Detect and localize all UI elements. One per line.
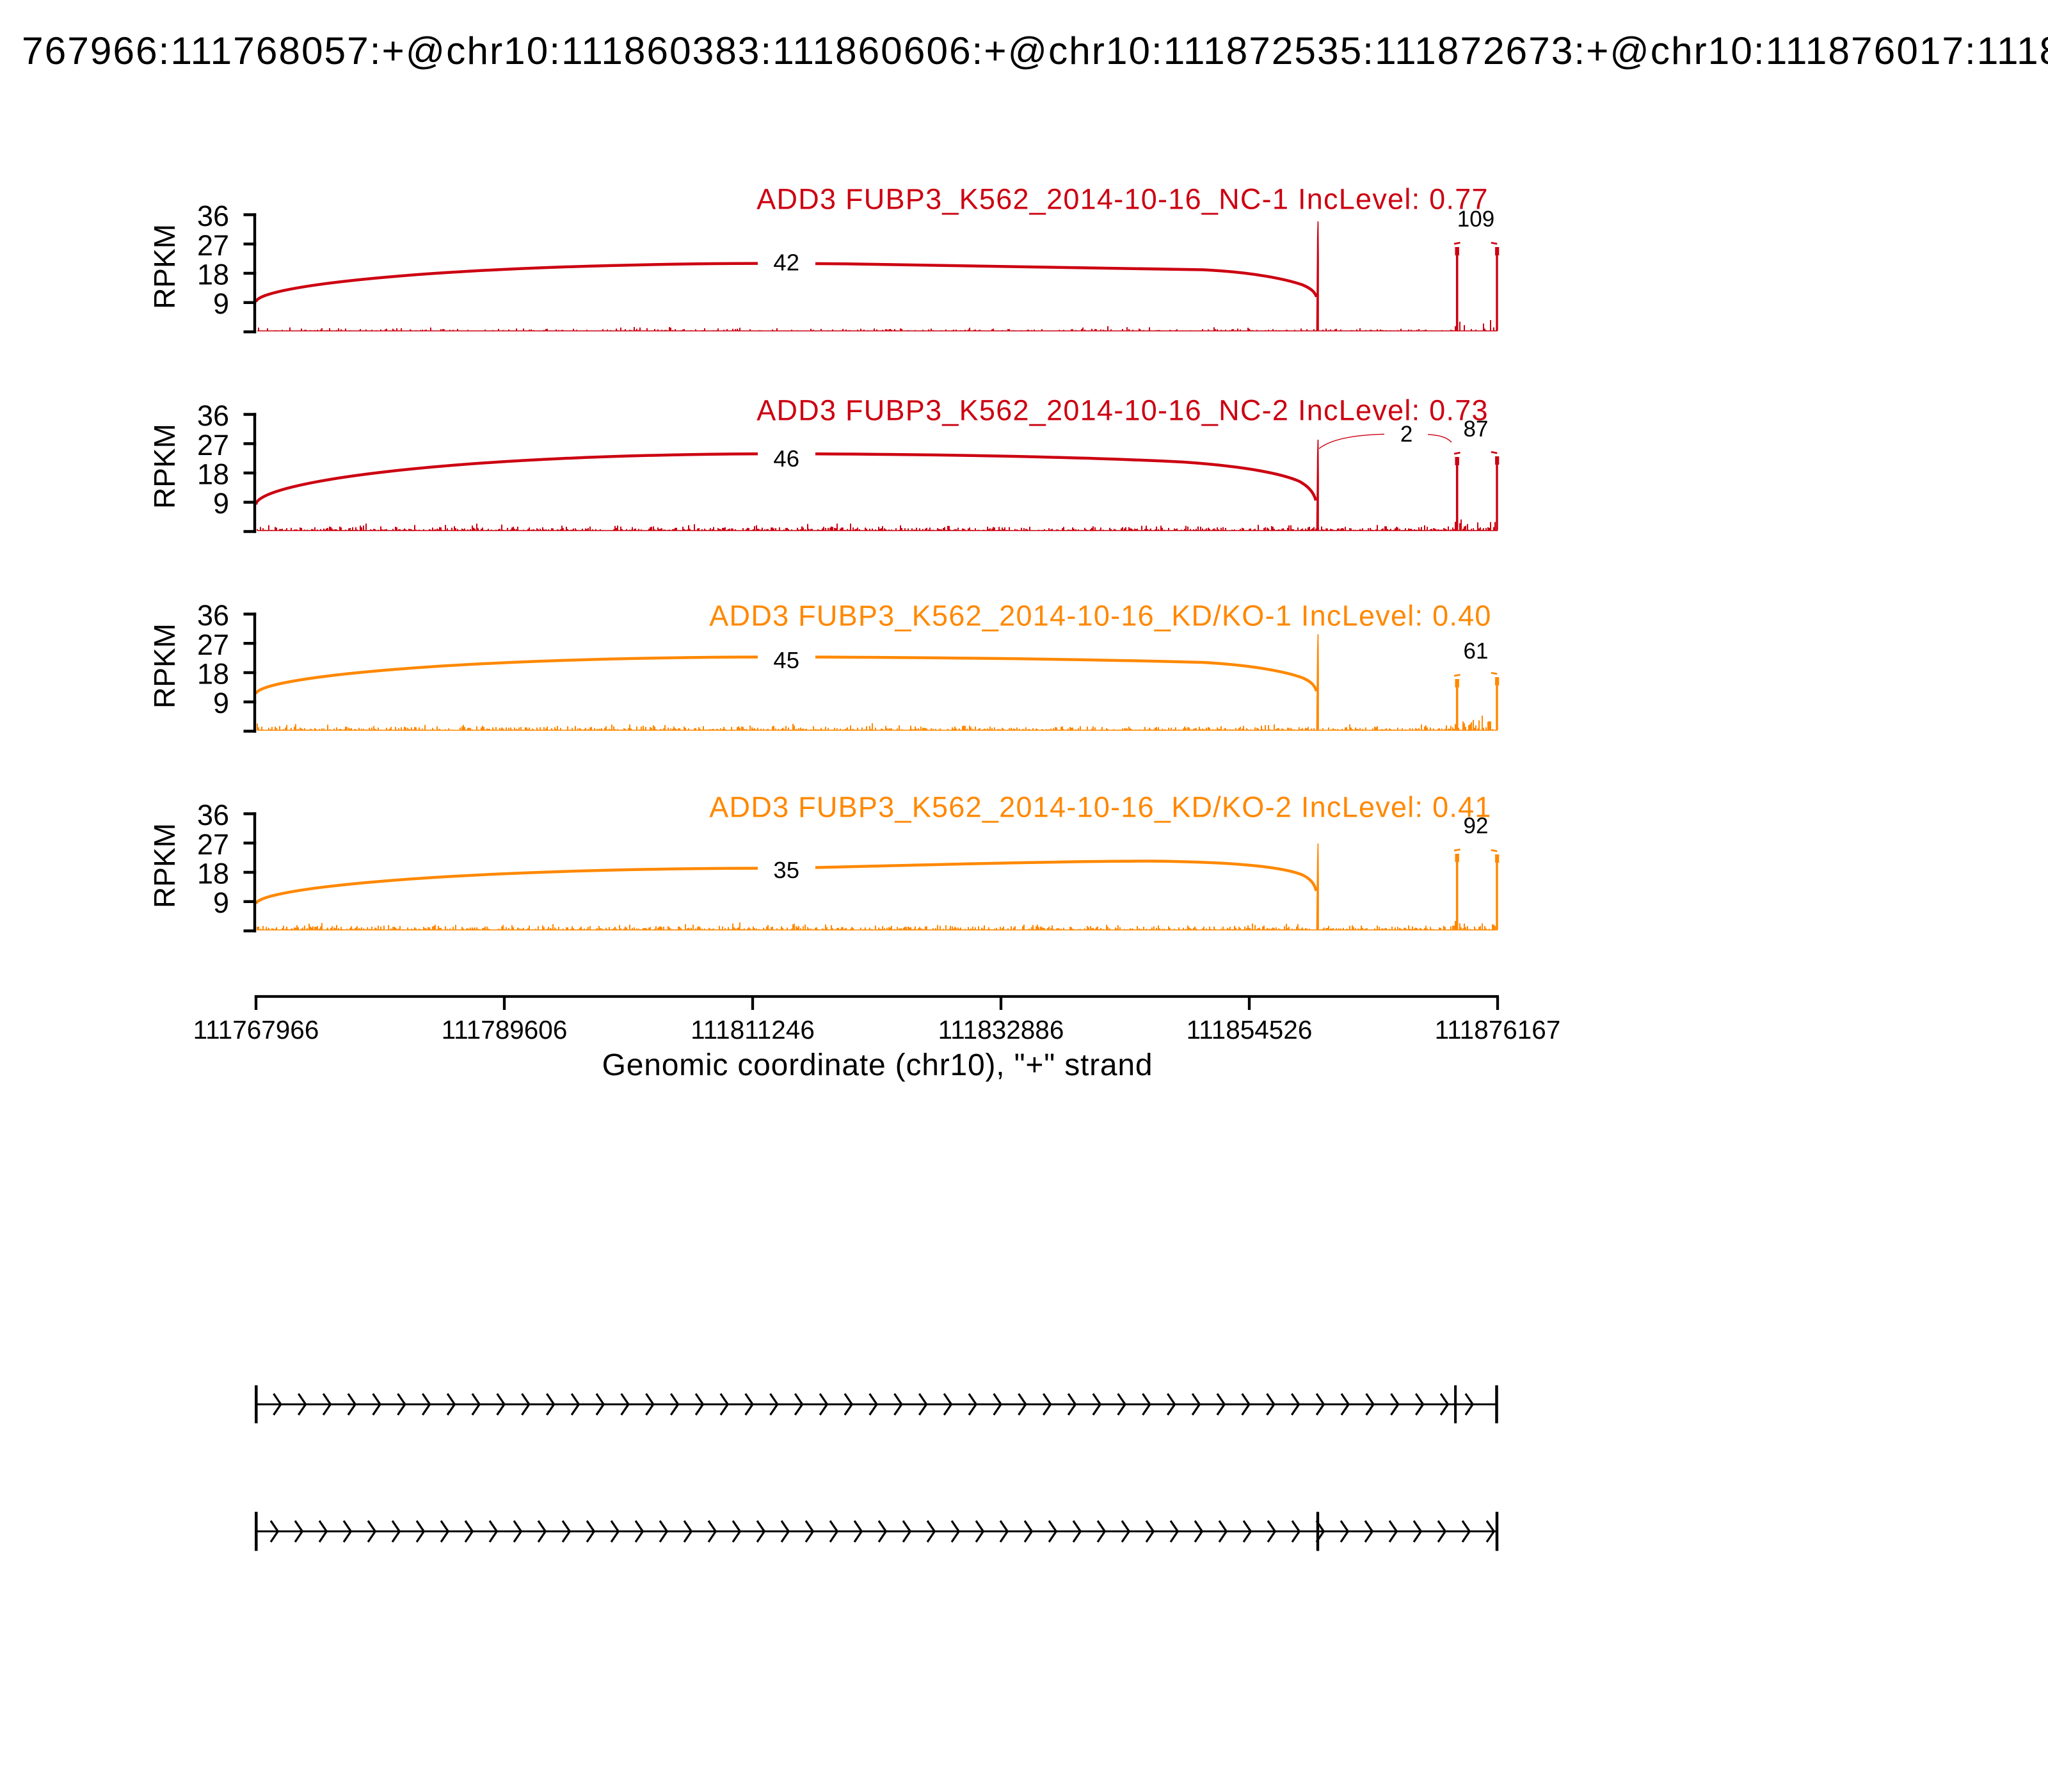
svg-text:109: 109 [1457,207,1494,232]
svg-text:61: 61 [1464,639,1489,664]
svg-text:Genomic coordinate (chr10), "+: Genomic coordinate (chr10), "+" strand [602,1048,1153,1082]
svg-text:18: 18 [197,458,229,491]
svg-text:27: 27 [197,429,229,461]
svg-text:27: 27 [197,628,229,661]
svg-text:36: 36 [197,799,229,831]
svg-text:87: 87 [1464,417,1489,442]
svg-text:18: 18 [197,658,229,691]
svg-text:35: 35 [773,857,799,883]
svg-text:ADD3 FUBP3_K562_2014-10-16_NC-: ADD3 FUBP3_K562_2014-10-16_NC-1 IncLevel… [756,183,1489,216]
svg-text:111811246: 111811246 [691,1015,815,1044]
svg-text:ADD3 FUBP3_K562_2014-10-16_KD/: ADD3 FUBP3_K562_2014-10-16_KD/KO-2 IncLe… [709,791,1491,824]
svg-text:RPKM: RPKM [148,224,181,309]
svg-text:767966:111768057:+@chr10:11186: 767966:111768057:+@chr10:111860383:11186… [22,29,2048,72]
svg-text:2: 2 [1400,422,1412,447]
svg-text:9: 9 [213,487,229,520]
svg-text:ADD3 FUBP3_K562_2014-10-16_KD/: ADD3 FUBP3_K562_2014-10-16_KD/KO-1 IncLe… [709,599,1491,632]
svg-text:42: 42 [773,250,799,276]
svg-text:RPKM: RPKM [148,823,181,908]
svg-text:111767966: 111767966 [193,1015,319,1044]
svg-text:46: 46 [773,445,799,472]
svg-text:36: 36 [197,599,229,632]
svg-text:92: 92 [1464,813,1489,838]
svg-text:27: 27 [197,828,229,861]
svg-text:36: 36 [197,399,229,432]
svg-text:9: 9 [213,886,229,919]
svg-text:9: 9 [213,687,229,719]
svg-text:111876167: 111876167 [1435,1015,1561,1044]
svg-text:18: 18 [197,259,229,291]
svg-text:ADD3 FUBP3_K562_2014-10-16_NC-: ADD3 FUBP3_K562_2014-10-16_NC-2 IncLevel… [756,394,1489,427]
svg-text:RPKM: RPKM [148,623,181,708]
svg-text:9: 9 [213,287,229,320]
svg-text:111789606: 111789606 [442,1015,568,1044]
svg-text:27: 27 [197,229,229,262]
svg-text:RPKM: RPKM [148,424,181,509]
svg-text:111854526: 111854526 [1187,1015,1313,1044]
svg-text:36: 36 [197,200,229,232]
svg-text:45: 45 [773,647,799,673]
svg-text:111832886: 111832886 [938,1015,1064,1044]
svg-text:18: 18 [197,858,229,890]
